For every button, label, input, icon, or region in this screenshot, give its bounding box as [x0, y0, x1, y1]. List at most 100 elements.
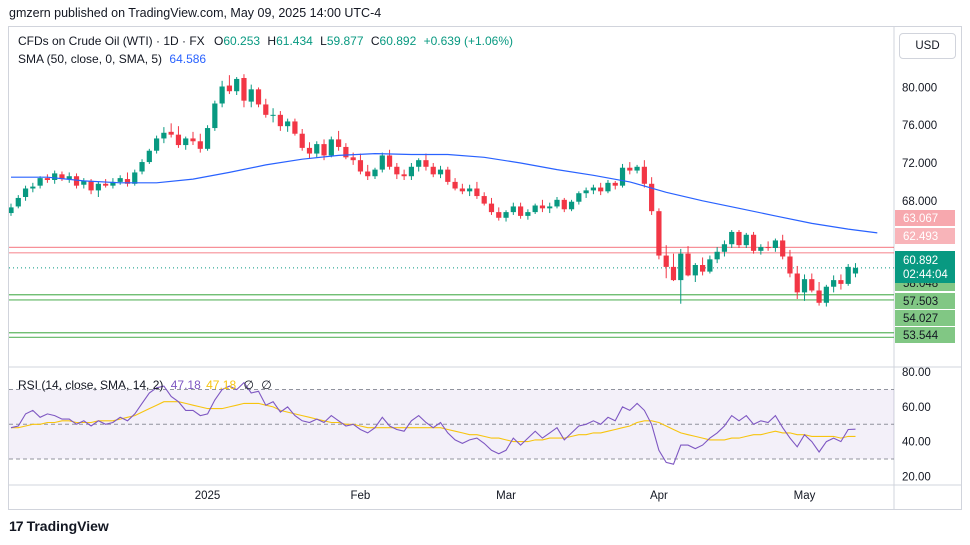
candle-body: [590, 187, 596, 191]
candle-body: [845, 266, 851, 284]
candle-body: [852, 267, 859, 274]
close-value: 60.892: [379, 34, 417, 48]
candle-body: [488, 203, 495, 213]
countdown-label: 02:44:04: [903, 269, 948, 281]
candle-body: [22, 188, 29, 197]
candle-body: [416, 160, 422, 167]
candle-body: [306, 147, 313, 154]
candle-body: [750, 234, 757, 251]
level-label: 53.544: [903, 330, 939, 342]
chart-canvas[interactable]: 80.00076.00072.00068.00063.06762.49358.0…: [9, 27, 962, 509]
candle-body: [161, 132, 167, 139]
candle-body: [801, 279, 808, 293]
rsi-axis-tick: 80.00: [902, 367, 931, 379]
rsi-legend: RSI (14, close, SMA, 14, 2) 47.18 47.18 …: [18, 378, 272, 392]
candle-body: [248, 89, 254, 102]
candle-body: [445, 169, 451, 182]
sma-legend: SMA (50, close, 0, SMA, 5) 64.586: [18, 52, 206, 66]
candle-body: [357, 160, 364, 172]
candle-body: [576, 193, 582, 202]
time-axis-tick: Feb: [351, 490, 371, 502]
candle-body: [729, 231, 735, 245]
candle-body: [700, 265, 706, 272]
candle-body: [15, 197, 21, 207]
candle-body: [365, 171, 371, 177]
candle-body: [255, 89, 262, 105]
level-label: 62.493: [903, 231, 938, 243]
sma-label: SMA (50, close, 0, SMA, 5): [18, 52, 163, 66]
candle-body: [510, 206, 516, 213]
candle-body: [736, 231, 742, 246]
candle-body: [823, 286, 829, 303]
rsi-value: 47.18: [170, 378, 201, 392]
candle-body: [452, 181, 458, 189]
candle-body: [9, 207, 14, 214]
rsi-extra-1: ∅: [243, 378, 254, 392]
candle-body: [496, 212, 502, 218]
candle-body: [401, 174, 407, 177]
candle-body: [59, 174, 65, 180]
rsi-label: RSI (14, close, SMA, 14, 2): [18, 378, 164, 392]
candle-body: [241, 78, 247, 101]
candle-body: [474, 188, 480, 197]
candle-body: [721, 244, 728, 252]
currency-button[interactable]: USD: [899, 33, 956, 59]
candle-body: [52, 173, 58, 180]
candle-body: [328, 139, 334, 156]
candle-body: [714, 251, 720, 260]
candle-body: [386, 155, 393, 167]
candle-body: [612, 182, 618, 186]
candle-body: [539, 205, 546, 209]
time-axis-tick: Apr: [650, 490, 668, 502]
candle-body: [743, 234, 749, 246]
price-axis-tick: 72.000: [902, 158, 937, 170]
candle-body: [299, 133, 305, 148]
candle-body: [175, 134, 182, 146]
tradingview-brand: 17 TradingView: [9, 518, 109, 534]
candle-body: [154, 138, 160, 151]
candle-body: [758, 247, 764, 251]
candle-body: [554, 199, 560, 207]
candle-body: [780, 240, 786, 257]
candle-body: [183, 138, 189, 146]
candle-body: [263, 104, 269, 115]
symbol-legend: CFDs on Crude Oil (WTI) · 1D · FX O60.25…: [18, 34, 513, 48]
candle-body: [641, 166, 647, 184]
price-axis-tick: 68.000: [902, 196, 937, 208]
candle-body: [561, 199, 567, 210]
candle-body: [809, 279, 815, 291]
candle-body: [685, 253, 691, 276]
last-price-box: [895, 251, 955, 283]
candle-body: [831, 280, 837, 287]
candle-body: [503, 212, 509, 218]
candle-body: [372, 169, 378, 177]
candle-body: [379, 155, 385, 170]
candle-body: [37, 178, 43, 186]
rsi-ma-value: 47.18: [206, 378, 237, 392]
candle-body: [110, 181, 116, 186]
candle-body: [204, 128, 211, 149]
candle-body: [707, 259, 713, 272]
rsi-line: [10, 381, 856, 465]
tradingview-logo-icon: 17: [9, 518, 24, 534]
brand-name: TradingView: [26, 518, 109, 534]
candle-body: [547, 206, 553, 209]
candle-body: [30, 186, 36, 189]
sma-value: 64.586: [169, 52, 207, 66]
candle-body: [583, 190, 589, 194]
level-label: 54.027: [903, 313, 938, 325]
candle-body: [692, 265, 698, 276]
candle-body: [343, 146, 349, 158]
candle-body: [212, 103, 218, 129]
price-axis-tick: 80.000: [902, 82, 937, 94]
rsi-extra-2: ∅: [261, 378, 272, 392]
candle-body: [459, 188, 465, 192]
candle-body: [277, 114, 283, 127]
candle-body: [73, 176, 80, 186]
candle-body: [481, 196, 487, 204]
level-label-box: [895, 293, 955, 309]
candle-body: [634, 166, 640, 171]
candle-body: [430, 166, 436, 175]
high-label: H: [267, 34, 277, 48]
time-axis-tick: May: [794, 490, 816, 502]
